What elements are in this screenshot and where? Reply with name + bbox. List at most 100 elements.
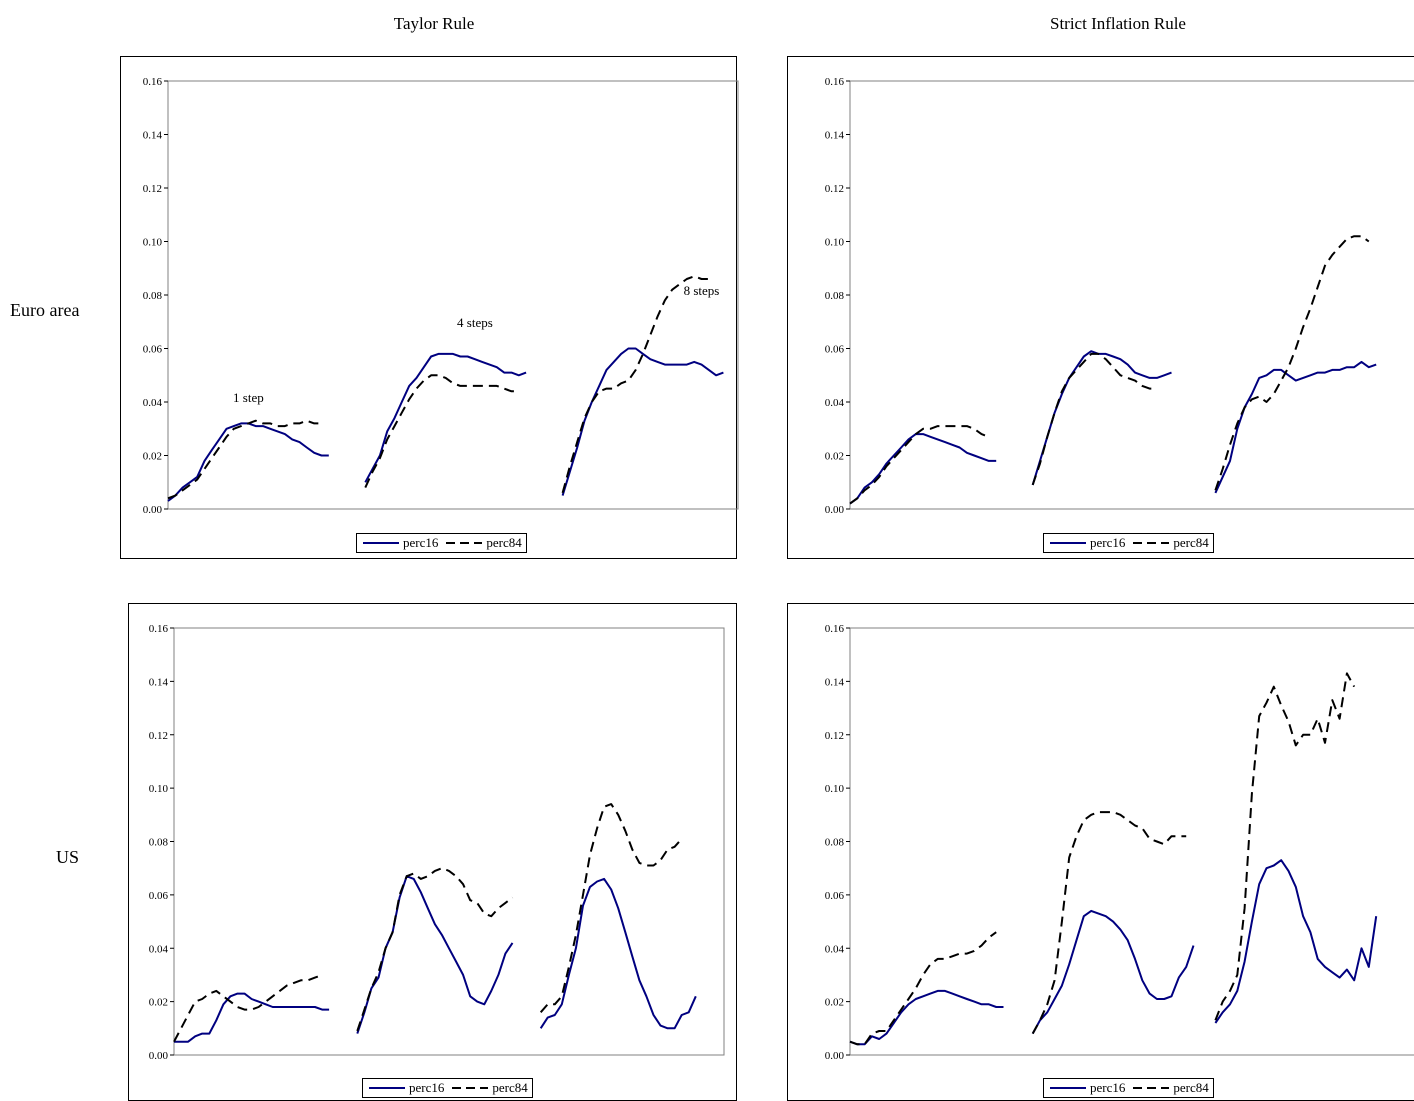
y-tick-label: 0.12 bbox=[143, 183, 162, 195]
annotation-label: 4 steps bbox=[457, 315, 493, 330]
legend-item: perc16 bbox=[1048, 1080, 1125, 1096]
y-tick-label: 0.10 bbox=[825, 783, 845, 795]
legend-label: perc16 bbox=[1090, 535, 1126, 550]
legend-label: perc16 bbox=[403, 535, 439, 550]
series-line-perc16-8-steps bbox=[561, 347, 724, 496]
series-line-perc84-1-step bbox=[849, 425, 990, 505]
series-line-perc16-4-steps bbox=[1031, 350, 1172, 486]
series-line-perc16-4-steps bbox=[1031, 909, 1195, 1035]
legend-label: perc84 bbox=[1173, 1080, 1209, 1095]
annotation-label: 8 steps bbox=[684, 283, 720, 298]
legend: perc16 perc84 bbox=[356, 533, 527, 553]
y-tick-label: 0.10 bbox=[143, 237, 163, 249]
legend-swatch bbox=[452, 1087, 489, 1089]
chart-strict-us: 0.00 0.02 0.04 0.06 0.08 0.10 0.12 0.14 0.16 perc… bbox=[787, 603, 1414, 1101]
legend-label: perc16 bbox=[1090, 1080, 1126, 1095]
legend-item: perc84 bbox=[450, 1080, 528, 1096]
legend-item: perc16 bbox=[1048, 535, 1125, 551]
y-tick-label: 0.12 bbox=[825, 730, 844, 742]
plot-area bbox=[173, 627, 725, 1056]
chart-svg: 0.00 0.02 0.04 0.06 0.08 0.10 0.12 0.14 0.16 bbox=[149, 623, 725, 1062]
y-tick-label: 0.06 bbox=[143, 344, 163, 356]
y-tick-label: 0.04 bbox=[825, 943, 845, 955]
y-tick-label: 0.02 bbox=[825, 451, 844, 463]
legend-swatch bbox=[369, 1087, 405, 1089]
chart-taylor-us: 0.00 0.02 0.04 0.06 0.08 0.10 0.12 0.14 0.16 perc… bbox=[128, 603, 737, 1101]
y-tick-label: 0.02 bbox=[149, 997, 168, 1009]
column-title-strict-inflation: Strict Inflation Rule bbox=[1050, 14, 1186, 33]
y-tick-label: 0.14 bbox=[143, 130, 163, 142]
y-tick-label: 0.04 bbox=[143, 397, 163, 409]
y-tick-label: 0.16 bbox=[143, 76, 163, 88]
chart-svg: 0.00 0.02 0.04 0.06 0.08 0.10 0.12 0.14 0.16 bbox=[825, 623, 1414, 1062]
y-tick-label: 0.08 bbox=[143, 290, 163, 302]
y-tick-label: 0.16 bbox=[825, 76, 845, 88]
y-tick-label: 0.08 bbox=[825, 837, 845, 849]
chart-svg: 0.00 0.02 0.04 0.06 0.08 0.10 0.12 0.14 0.16 1 st… bbox=[143, 76, 739, 516]
series-line-perc84-4-steps bbox=[356, 867, 514, 1032]
series-line-perc16-1-step bbox=[849, 433, 997, 505]
plot-area bbox=[849, 627, 1414, 1056]
y-tick-label: 0.06 bbox=[825, 890, 845, 902]
y-tick-label: 0.00 bbox=[149, 1050, 169, 1062]
y-tick-label: 0.14 bbox=[149, 676, 169, 688]
legend-item: perc84 bbox=[1131, 1080, 1209, 1096]
series-line-perc84-4-steps bbox=[364, 374, 519, 489]
series-line-perc16-8-steps bbox=[539, 877, 697, 1030]
y-tick-label: 0.04 bbox=[149, 943, 169, 955]
series-line-perc16-1-step bbox=[167, 422, 329, 502]
column-title-taylor: Taylor Rule bbox=[393, 14, 475, 33]
y-tick-label: 0.08 bbox=[825, 290, 845, 302]
series-line-perc84-1-step bbox=[849, 931, 997, 1046]
y-tick-label: 0.10 bbox=[149, 783, 169, 795]
series-line-perc84-1-step bbox=[167, 419, 322, 500]
series-line-perc16-1-step bbox=[174, 992, 330, 1043]
legend-item: perc16 bbox=[367, 1080, 444, 1096]
y-tick-label: 0.00 bbox=[825, 504, 845, 516]
y-tick-label: 0.00 bbox=[825, 1050, 845, 1062]
series-line-perc16-8-steps bbox=[1214, 859, 1378, 1024]
series-line-perc84-1-step bbox=[173, 973, 323, 1043]
series-line-perc16-8-steps bbox=[1214, 360, 1377, 494]
annotation-label: 1 step bbox=[233, 390, 264, 405]
legend-label: perc84 bbox=[486, 535, 522, 550]
series-line-perc16-4-steps bbox=[364, 352, 527, 483]
row-label-euro-area: Euro area bbox=[10, 300, 80, 320]
y-tick-label: 0.14 bbox=[825, 676, 845, 688]
y-tick-label: 0.12 bbox=[825, 183, 844, 195]
y-tick-label: 0.00 bbox=[143, 504, 163, 516]
chart-svg: 0.00 0.02 0.04 0.06 0.08 0.10 0.12 0.14 0.16 bbox=[825, 76, 1414, 516]
chart-taylor-euro: 0.00 0.02 0.04 0.06 0.08 0.10 0.12 0.14 0.16 1 st… bbox=[120, 56, 739, 559]
legend-item: perc16 bbox=[361, 535, 438, 551]
series-line-perc84-8-steps bbox=[1214, 672, 1356, 1021]
legend-swatch bbox=[1133, 1087, 1170, 1089]
legend-swatch bbox=[1133, 542, 1170, 544]
series-line-perc84-8-steps bbox=[1214, 235, 1370, 491]
legend-label: perc84 bbox=[492, 1080, 528, 1095]
legend: perc16 perc84 bbox=[1043, 533, 1214, 553]
legend-swatch bbox=[1050, 1087, 1086, 1089]
legend-swatch bbox=[363, 542, 399, 544]
legend-label: perc84 bbox=[1173, 535, 1209, 550]
y-tick-label: 0.12 bbox=[149, 730, 168, 742]
y-tick-label: 0.06 bbox=[149, 890, 169, 902]
legend-label: perc16 bbox=[409, 1080, 445, 1095]
y-tick-label: 0.02 bbox=[143, 451, 162, 463]
plot-area bbox=[167, 80, 739, 510]
series-line-perc84-8-steps bbox=[539, 803, 683, 1013]
plot-area bbox=[849, 80, 1414, 510]
series-line-perc84-4-steps bbox=[1031, 811, 1187, 1035]
series-line-perc16-1-step bbox=[849, 989, 1004, 1046]
y-tick-label: 0.08 bbox=[149, 837, 169, 849]
legend: perc16 perc84 bbox=[1043, 1078, 1214, 1098]
row-label-us: US bbox=[56, 847, 80, 867]
series-line-perc84-4-steps bbox=[1031, 352, 1157, 486]
y-tick-label: 0.14 bbox=[825, 130, 845, 142]
legend: perc16 perc84 bbox=[362, 1078, 533, 1098]
chart-strict-euro: 0.00 0.02 0.04 0.06 0.08 0.10 0.12 0.14 0.16 perc… bbox=[787, 56, 1414, 559]
legend-item: perc84 bbox=[444, 535, 522, 551]
legend-item: perc84 bbox=[1131, 535, 1209, 551]
y-tick-label: 0.06 bbox=[825, 344, 845, 356]
y-tick-label: 0.04 bbox=[825, 397, 845, 409]
legend-swatch bbox=[446, 542, 483, 544]
